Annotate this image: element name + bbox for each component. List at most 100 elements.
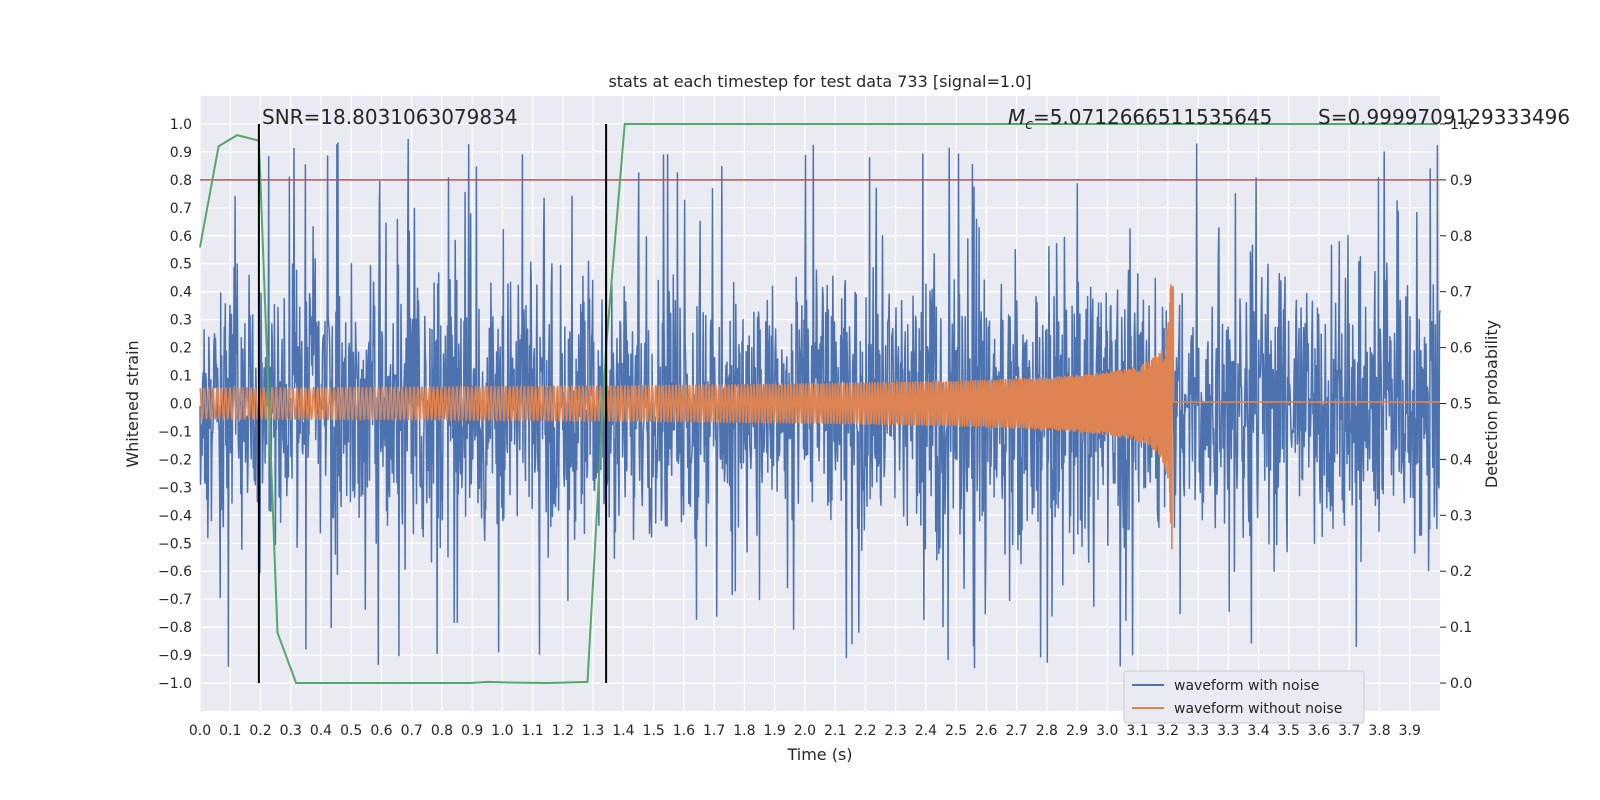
chirp-mass-subscript: c bbox=[1025, 117, 1033, 133]
probability-point bbox=[1284, 123, 1286, 125]
x-tick-label: 2.2 bbox=[854, 723, 876, 739]
probability-point bbox=[586, 681, 589, 683]
x-tick-label: 2.4 bbox=[915, 723, 937, 739]
x-tick-label: 0.3 bbox=[280, 723, 302, 739]
y2-tick-label: 0.9 bbox=[1450, 173, 1472, 189]
probability-point bbox=[819, 123, 821, 125]
probability-point bbox=[295, 682, 297, 684]
y-tick-label: 0.7 bbox=[170, 201, 192, 217]
x-tick-label: 2.5 bbox=[945, 723, 967, 739]
x-tick-label: 3.0 bbox=[1096, 723, 1118, 739]
chirp-mass-symbol: M bbox=[1008, 105, 1025, 129]
x-tick-label: 1.6 bbox=[673, 723, 695, 739]
x-tick-label: 1.9 bbox=[764, 723, 786, 739]
x-tick-label: 1.7 bbox=[703, 723, 725, 739]
series-waveform-with-noise bbox=[199, 138, 1441, 669]
y-tick-label: 0.8 bbox=[170, 173, 192, 189]
x-tick-label: 2.3 bbox=[884, 723, 906, 739]
x-tick-label: 2.9 bbox=[1066, 723, 1088, 739]
y-tick-label: 1.0 bbox=[170, 117, 192, 133]
y-tick-label: −0.6 bbox=[158, 564, 192, 580]
x-tick-label: 3.5 bbox=[1278, 723, 1300, 739]
probability-point bbox=[236, 134, 238, 136]
x-tick-label: 2.7 bbox=[1005, 723, 1027, 739]
y2-tick-label: 0.6 bbox=[1450, 341, 1472, 357]
x-tick-label: 2.6 bbox=[975, 723, 997, 739]
probability-point bbox=[487, 681, 490, 683]
series-layer bbox=[199, 123, 1441, 685]
x-axis-label: Time (s) bbox=[786, 745, 852, 764]
x-tick-label: 0.6 bbox=[370, 723, 392, 739]
y-tick-label: −0.9 bbox=[158, 648, 192, 664]
y-tick-label: −0.2 bbox=[158, 452, 192, 468]
probability-point bbox=[623, 123, 626, 125]
x-tick-label: 3.3 bbox=[1217, 723, 1239, 739]
x-tick-label: 2.8 bbox=[1036, 723, 1058, 739]
x-tick-label: 0.0 bbox=[189, 723, 211, 739]
x-tick-label: 3.3 bbox=[1187, 723, 1209, 739]
x-tick-label: 3.8 bbox=[1368, 723, 1390, 739]
y2-tick-label: 0.5 bbox=[1450, 397, 1472, 413]
x-tick-label: 0.9 bbox=[461, 723, 483, 739]
x-tick-label: 1.5 bbox=[643, 723, 665, 739]
chirp-mass-value: =5.0712666511535645 bbox=[1033, 105, 1272, 129]
y2-tick-label: 0.0 bbox=[1450, 676, 1472, 692]
y-tick-label: −0.1 bbox=[158, 424, 192, 440]
y2-tick-labels: 1.0 0.9 0.8 0.7 0.6 0.5 0.4 0.3 0.2 0.1 0.0 bbox=[1440, 117, 1472, 692]
chirp-mass-annotation: Mc=5.0712666511535645 bbox=[1008, 105, 1272, 133]
legend-label-clean: waveform without noise bbox=[1174, 701, 1342, 717]
x-tick-label: 0.2 bbox=[249, 723, 271, 739]
y2-axis-label: Detection probability bbox=[1482, 320, 1501, 488]
probability-point bbox=[664, 123, 666, 125]
x-tick-label: 2.1 bbox=[824, 723, 846, 739]
legend: waveform with noise waveform without noi… bbox=[1123, 670, 1365, 724]
probability-point bbox=[354, 682, 356, 684]
probability-point bbox=[391, 682, 394, 684]
snr-annotation: SNR=18.8031063079834 bbox=[262, 105, 518, 129]
x-tick-label: 0.7 bbox=[401, 723, 423, 739]
x-tick-label: 1.4 bbox=[612, 723, 634, 739]
x-tick-labels: 0.0 0.1 0.2 0.3 0.4 0.5 0.6 0.7 0.8 0.9 1.0 1.1 1.2 1… bbox=[189, 723, 1421, 739]
x-tick-label: 3.6 bbox=[1308, 723, 1330, 739]
y2-tick-label: 0.8 bbox=[1450, 229, 1472, 245]
x-tick-label: 3.1 bbox=[1126, 723, 1148, 739]
y2-tick-label: 0.2 bbox=[1450, 564, 1472, 580]
probability-point bbox=[546, 682, 548, 684]
series-waveform-without-noise bbox=[199, 284, 1441, 550]
y2-tick-label: 0.7 bbox=[1450, 285, 1472, 301]
y-tick-label: 0.1 bbox=[170, 369, 192, 385]
y-tick-label: 0.3 bbox=[170, 313, 192, 329]
probability-point bbox=[431, 682, 434, 684]
x-tick-label: 3.2 bbox=[1157, 723, 1179, 739]
x-tick-label: 0.8 bbox=[431, 723, 453, 739]
y-tick-label: −0.7 bbox=[158, 592, 192, 608]
x-tick-label: 1.8 bbox=[733, 723, 755, 739]
y-tick-label: 0.5 bbox=[170, 257, 192, 273]
y-tick-label: 0.6 bbox=[170, 229, 192, 245]
y-tick-label: 0.2 bbox=[170, 341, 192, 357]
x-tick-label: 0.5 bbox=[340, 723, 362, 739]
x-tick-label: 1.0 bbox=[491, 723, 513, 739]
s-annotation: S=0.9999709129333496 bbox=[1318, 105, 1570, 129]
probability-point bbox=[1436, 123, 1438, 125]
y-tick-label: 0.9 bbox=[170, 145, 192, 161]
y2-tick-label: 0.3 bbox=[1450, 508, 1472, 524]
y-tick-label: −0.3 bbox=[158, 480, 192, 496]
probability-point bbox=[1129, 123, 1131, 125]
probability-point bbox=[974, 123, 976, 125]
x-tick-label: 0.1 bbox=[219, 723, 241, 739]
x-tick-label: 3.7 bbox=[1338, 723, 1360, 739]
legend-label-noisy: waveform with noise bbox=[1174, 678, 1319, 694]
y-tick-label: −1.0 bbox=[158, 676, 192, 692]
probability-point bbox=[313, 682, 316, 684]
y-tick-label: 0.0 bbox=[170, 397, 192, 413]
probability-point bbox=[276, 631, 279, 634]
probability-point bbox=[509, 681, 511, 684]
y2-tick-label: 1.0 bbox=[1450, 117, 1472, 133]
x-tick-label: 2.0 bbox=[794, 723, 816, 739]
y2-tick-label: 0.4 bbox=[1450, 452, 1472, 468]
probability-point bbox=[199, 246, 201, 248]
x-tick-label: 1.1 bbox=[522, 723, 544, 739]
y-tick-labels: 1.0 0.9 0.8 0.7 0.6 0.5 0.4 0.3 0.2 0.1 0.0 −0.1 −0.… bbox=[158, 117, 192, 692]
